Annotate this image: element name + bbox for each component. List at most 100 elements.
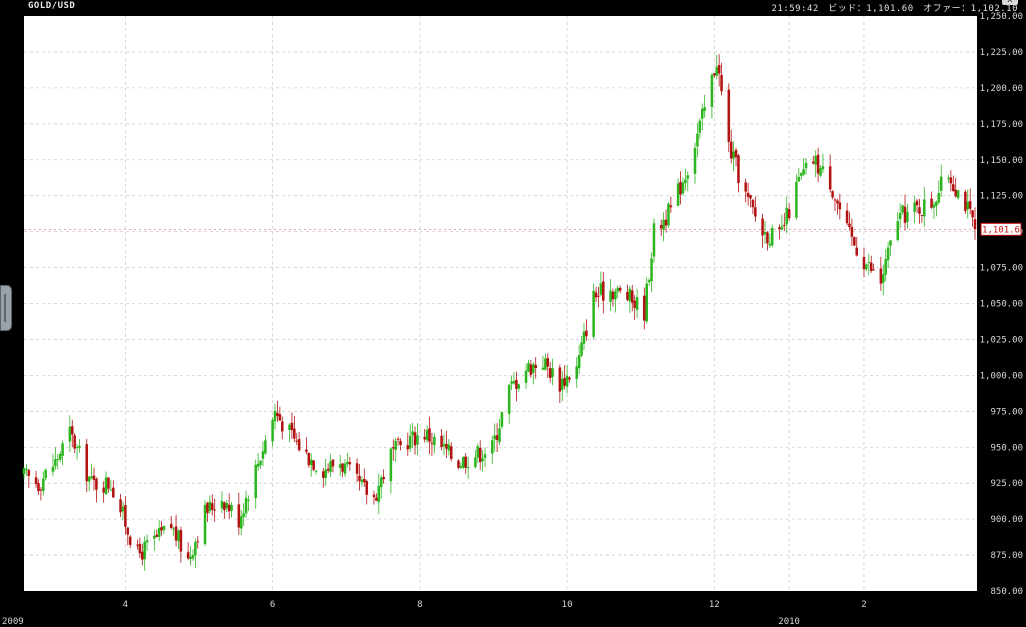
candle-body [355,463,359,474]
candle-body [186,552,190,559]
candle-body [377,485,381,502]
y-tick-label: 1,225.00 [980,48,1023,58]
candle-body [667,203,670,226]
candle-body [58,454,62,460]
candle-body [346,461,349,465]
candle-body [459,466,463,469]
candle-body [107,477,110,489]
candle-body [314,470,318,472]
candle-body [442,444,446,447]
candle-body [389,448,393,482]
candle-body [819,168,822,176]
candle-body [27,470,31,476]
candle-body [162,525,166,530]
candle-body [696,133,699,147]
candle-body [939,176,943,191]
candle-body [220,500,224,509]
candle-body [213,509,216,511]
candle-body [237,504,241,528]
candles [22,54,977,571]
candle-body [867,261,871,263]
candle-body [322,471,325,478]
candle-body [681,182,685,194]
candle-body [804,162,808,169]
candle-body [396,438,400,440]
candle-body [831,191,834,198]
candle-body [679,181,682,195]
candle-body [445,443,448,449]
candle-body [109,489,113,491]
candle-body [517,384,521,389]
candle-body [599,283,603,295]
candle-body [643,295,646,321]
last-price-marker[interactable]: 1,101.6 [24,222,1022,236]
candle-body [971,210,974,218]
candle-body [324,469,327,478]
candle-body [973,219,977,230]
y-tick-label: 1,000.00 [980,371,1023,381]
candle-body [75,446,79,448]
candle-body [34,477,38,485]
candle-body [609,290,612,302]
candle-body [172,528,175,530]
y-tick-label: 950.00 [990,443,1023,453]
candle-body [563,377,566,386]
candle-body [42,478,45,491]
candle-body [783,224,786,226]
candle-body [174,526,178,541]
candle-body [575,366,579,379]
y-tick-label: 1,150.00 [980,156,1023,166]
candle-body [326,468,330,471]
candle-body [61,443,64,456]
candle-body [153,535,156,539]
x-axis: 2009 4 6 8 10 12 2010 2 [2,600,867,627]
side-panel-handle[interactable] [0,285,12,331]
candle-body [923,199,926,217]
candle-body [662,219,665,230]
candle-body [39,489,43,491]
candle-body [565,375,569,387]
candle-body [203,504,207,545]
candle-body [732,151,735,159]
x-tick-label: 4 [123,600,128,610]
close-button[interactable]: x [1002,0,1018,5]
candle-body [862,256,866,270]
y-tick-label: 1,025.00 [980,335,1023,345]
candle-body [297,439,301,451]
candle-body [903,206,907,223]
candle-body [343,463,347,474]
candle-body [121,506,125,512]
candle-body [44,469,47,479]
candle-body [729,141,733,159]
candle-body [124,504,127,527]
candle-body [676,183,680,206]
candle-body [850,226,854,237]
candle-body [966,201,970,210]
candle-body [548,368,552,378]
candle-body [191,555,195,559]
candle-body [157,528,161,537]
candle-body [693,148,697,174]
candle-body [261,451,265,459]
candle-body [630,290,634,303]
candle-body [906,211,909,222]
y-tick-label: 900.00 [990,515,1023,525]
candle-body [659,224,663,229]
candle-body [177,530,180,542]
y-tick-label: 875.00 [990,551,1023,561]
candle-body [937,192,941,203]
candle-body [278,414,282,421]
candle-body [408,435,412,449]
candle-body [379,477,383,488]
candle-body [592,290,595,337]
candle-body [698,120,702,133]
candle-body [341,463,344,472]
x-tick-label: 2 [861,600,866,610]
candle-body [713,73,716,76]
candle-body [778,227,781,230]
candle-body [582,331,586,344]
candle-body [363,479,366,483]
candle-body [413,432,417,446]
candle-body [95,478,98,490]
candle-body [466,467,470,469]
